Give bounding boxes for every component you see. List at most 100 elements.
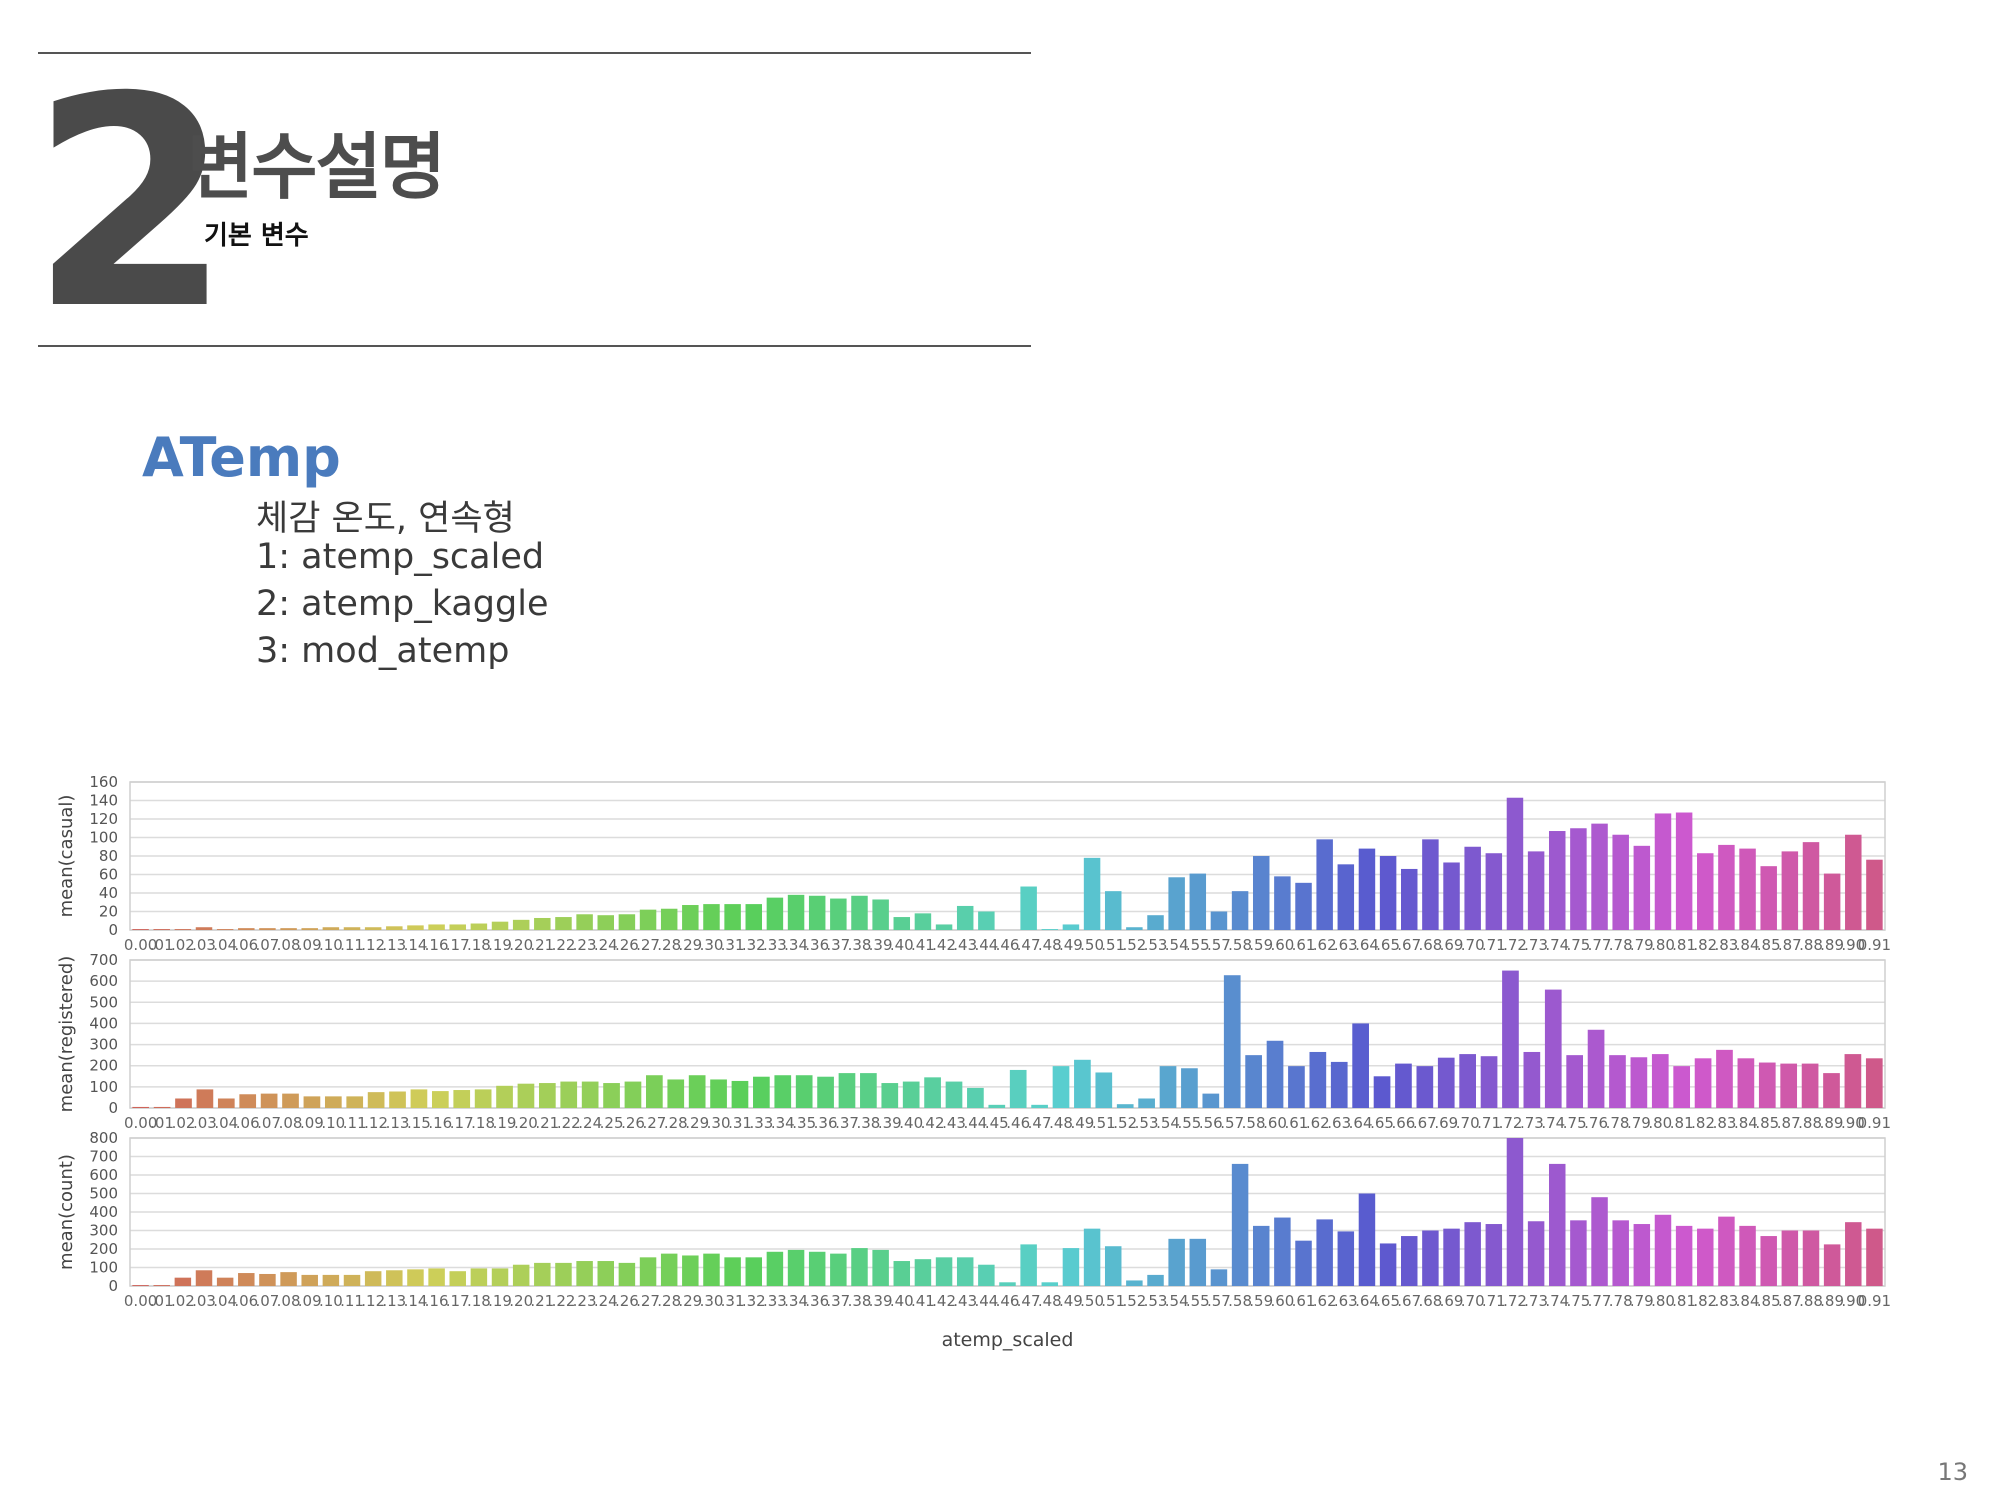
bottom-rule <box>38 345 1031 347</box>
x-tick-label: .70 <box>1456 1114 1480 1132</box>
x-tick-label: .51 <box>1101 1292 1125 1310</box>
x-tick-label: .30 <box>707 1114 731 1132</box>
bar <box>1673 1066 1691 1108</box>
x-tick-label: .74 <box>1541 1114 1565 1132</box>
x-tick-label: .90 <box>1841 1114 1865 1132</box>
bar <box>1401 1236 1418 1286</box>
x-tick-label: .68 <box>1418 1292 1442 1310</box>
bar <box>1231 1163 1249 1286</box>
bar <box>618 1262 636 1287</box>
bar <box>174 929 192 930</box>
bar <box>745 1257 763 1286</box>
x-tick-label: .47 <box>1017 1292 1041 1310</box>
x-tick-label: .15 <box>407 1114 431 1132</box>
x-tick-label: .73 <box>1524 1292 1548 1310</box>
x-tick-label: .28 <box>657 1292 681 1310</box>
bar <box>893 1261 911 1286</box>
x-tick-label: .71 <box>1482 1292 1506 1310</box>
bar <box>474 1089 492 1108</box>
x-tick-label: .32 <box>742 1292 766 1310</box>
bar <box>1718 1216 1735 1287</box>
x-tick-label: .18 <box>471 1114 495 1132</box>
x-tick-label: .37 <box>835 1114 859 1132</box>
x-tick-label: .79 <box>1630 936 1654 954</box>
x-tick-label: .20 <box>509 1292 533 1310</box>
y-tick-label: 600 <box>89 972 118 990</box>
x-tick-label: .30 <box>700 1292 724 1310</box>
bar <box>1845 1222 1862 1286</box>
x-tick-label: .45 <box>985 1114 1009 1132</box>
x-tick-label: .71 <box>1477 1114 1501 1132</box>
bar <box>1694 1058 1712 1108</box>
bar <box>753 1076 770 1108</box>
bar <box>259 1273 276 1286</box>
bar <box>724 904 741 930</box>
x-tick-label: .44 <box>974 936 998 954</box>
bar <box>731 1080 749 1108</box>
bar <box>1802 842 1820 931</box>
x-tick-label: .67 <box>1413 1114 1437 1132</box>
bar <box>724 1257 741 1286</box>
x-tick-label: .80 <box>1648 1114 1672 1132</box>
bar <box>851 895 868 930</box>
x-tick-label: .27 <box>636 1292 660 1310</box>
bar <box>470 923 488 930</box>
bar <box>449 1271 466 1286</box>
x-tick-label: .85 <box>1757 1292 1781 1310</box>
bar <box>322 1274 340 1286</box>
x-tick-label: .42 <box>932 1292 956 1310</box>
bar <box>1654 813 1672 930</box>
x-tick-label: .27 <box>642 1114 666 1132</box>
bar <box>1168 877 1185 930</box>
x-tick-label: .83 <box>1713 1114 1737 1132</box>
bar <box>453 1090 471 1108</box>
bar <box>1168 1238 1185 1286</box>
bar <box>999 1282 1016 1286</box>
bar <box>1591 1197 1608 1286</box>
x-tick-label: .82 <box>1691 1114 1715 1132</box>
bar <box>1845 834 1862 930</box>
bar <box>1570 828 1587 930</box>
x-tick-label: .02 <box>171 1292 195 1310</box>
x-tick-label: .09 <box>298 936 322 954</box>
y-tick-label: 140 <box>89 792 118 810</box>
y-tick-label: 60 <box>99 866 118 884</box>
bar <box>132 929 149 930</box>
bar <box>703 904 720 930</box>
x-tick-label: .34 <box>784 1292 808 1310</box>
x-tick-label: .66 <box>1391 1114 1415 1132</box>
bar <box>1633 845 1651 930</box>
bar <box>1062 924 1080 930</box>
bar <box>1288 1066 1305 1108</box>
bar <box>560 1081 578 1108</box>
bar <box>1506 797 1524 930</box>
x-tick-label: .36 <box>805 936 829 954</box>
x-tick-label: .32 <box>742 936 766 954</box>
bar <box>967 1087 984 1108</box>
bar <box>1464 1222 1481 1286</box>
x-tick-label: .50 <box>1080 1292 1104 1310</box>
bar <box>1485 1224 1503 1286</box>
x-tick-label: .64 <box>1349 1114 1373 1132</box>
section-title: 변수설명 <box>187 125 446 209</box>
x-tick-label: .61 <box>1292 936 1316 954</box>
x-tick-label: .33 <box>749 1114 773 1132</box>
x-tick-label: .11 <box>340 936 364 954</box>
x-tick-label: .72 <box>1499 1114 1523 1132</box>
x-tick-label: .26 <box>621 1114 645 1132</box>
x-tick-label: .63 <box>1327 1114 1351 1132</box>
bar <box>1865 1058 1883 1108</box>
x-tick-label: .87 <box>1777 1114 1801 1132</box>
bar <box>787 894 805 930</box>
bar <box>1459 1054 1476 1108</box>
bar <box>1074 1059 1091 1108</box>
bar <box>1422 839 1439 930</box>
x-tick-label: .21 <box>530 1292 554 1310</box>
bar <box>872 1249 889 1286</box>
x-tick-label: .24 <box>578 1114 602 1132</box>
x-tick-label: .61 <box>1284 1114 1308 1132</box>
y-tick-label: 20 <box>99 903 118 921</box>
x-tick-label: .90 <box>1841 936 1865 954</box>
bar <box>935 1257 953 1286</box>
bar <box>1052 1066 1070 1108</box>
